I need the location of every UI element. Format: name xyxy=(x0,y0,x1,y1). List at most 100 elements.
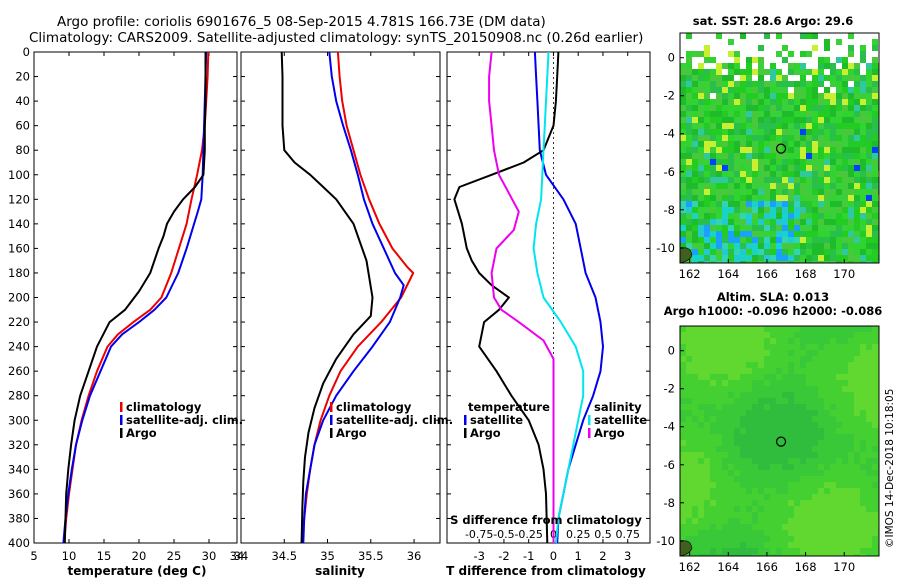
map-cell xyxy=(710,368,716,374)
map-cell xyxy=(722,201,728,207)
map-cell xyxy=(836,153,842,159)
map-cell xyxy=(710,129,716,135)
sla-map-lat-label: -2 xyxy=(664,382,675,396)
map-cell xyxy=(746,392,752,398)
map-cell xyxy=(758,87,764,93)
map-cell xyxy=(740,189,746,195)
map-cell xyxy=(830,213,836,219)
map-cell xyxy=(842,201,848,207)
map-cell xyxy=(788,326,794,332)
map-cell xyxy=(680,159,686,165)
map-cell xyxy=(872,404,878,410)
map-cell xyxy=(782,165,788,171)
map-cell xyxy=(770,129,776,135)
map-cell xyxy=(758,219,764,225)
map-cell xyxy=(818,440,824,446)
map-cell xyxy=(818,512,824,518)
map-cell xyxy=(710,446,716,452)
map-cell xyxy=(830,225,836,231)
map-cell xyxy=(836,524,842,530)
map-cell xyxy=(704,99,710,105)
map-cell xyxy=(704,506,710,512)
map-cell xyxy=(692,452,698,458)
map-cell xyxy=(818,255,824,261)
map-cell xyxy=(746,123,752,129)
map-cell xyxy=(722,99,728,105)
map-cell xyxy=(848,542,854,548)
map-cell xyxy=(710,362,716,368)
map-cell xyxy=(692,195,698,201)
map-cell xyxy=(872,416,878,422)
depth-tick-label: 60 xyxy=(15,119,30,133)
map-cell xyxy=(728,129,734,135)
map-cell xyxy=(764,33,770,39)
map-cell xyxy=(752,159,758,165)
map-cell xyxy=(710,165,716,171)
salinity-panel: 34 34.5 35 35.5 36 xyxy=(234,51,441,563)
map-cell xyxy=(812,350,818,356)
map-cell xyxy=(776,207,782,213)
map-cell xyxy=(758,243,764,249)
map-cell xyxy=(866,512,872,518)
map-cell xyxy=(788,225,794,231)
map-cell xyxy=(740,380,746,386)
map-cell xyxy=(770,374,776,380)
map-cell xyxy=(800,332,806,338)
map-cell xyxy=(746,404,752,410)
map-cell xyxy=(818,81,824,87)
map-cell xyxy=(830,422,836,428)
map-cell xyxy=(710,338,716,344)
map-cell xyxy=(866,536,872,542)
map-cell xyxy=(740,524,746,530)
map-cell xyxy=(788,512,794,518)
map-cell xyxy=(872,554,878,556)
map-cell xyxy=(872,530,878,536)
map-cell xyxy=(698,177,704,183)
map-cell xyxy=(752,237,758,243)
map-cell xyxy=(824,434,830,440)
map-cell xyxy=(800,338,806,344)
map-cell xyxy=(872,111,878,117)
map-cell xyxy=(716,458,722,464)
map-cell xyxy=(722,398,728,404)
map-cell xyxy=(800,404,806,410)
map-cell xyxy=(830,476,836,482)
map-cell xyxy=(680,470,686,476)
map-cell xyxy=(860,255,866,261)
map-cell xyxy=(854,350,860,356)
map-cell xyxy=(788,524,794,530)
map-cell xyxy=(800,548,806,554)
map-cell xyxy=(806,326,812,332)
map-cell xyxy=(788,404,794,410)
map-cell xyxy=(758,249,764,255)
map-cell xyxy=(692,159,698,165)
map-cell xyxy=(872,75,878,81)
map-cell xyxy=(812,530,818,536)
temp-xtick-label: 10 xyxy=(62,549,77,563)
map-cell xyxy=(794,153,800,159)
map-cell xyxy=(788,506,794,512)
map-cell xyxy=(788,237,794,243)
map-cell xyxy=(848,75,854,81)
map-cell xyxy=(704,398,710,404)
map-cell xyxy=(704,231,710,237)
map-cell xyxy=(746,105,752,111)
map-cell xyxy=(686,344,692,350)
map-cell xyxy=(710,75,716,81)
map-cell xyxy=(710,494,716,500)
map-cell xyxy=(860,464,866,470)
map-cell xyxy=(740,165,746,171)
map-cell xyxy=(680,326,686,332)
map-cell xyxy=(722,470,728,476)
map-cell xyxy=(830,129,836,135)
map-cell xyxy=(716,117,722,123)
map-cell xyxy=(704,422,710,428)
map-cell xyxy=(758,350,764,356)
map-cell xyxy=(680,219,686,225)
map-cell xyxy=(806,261,812,263)
map-cell xyxy=(776,249,782,255)
map-cell xyxy=(782,332,788,338)
map-cell xyxy=(842,123,848,129)
map-cell xyxy=(680,135,686,141)
map-cell xyxy=(830,488,836,494)
